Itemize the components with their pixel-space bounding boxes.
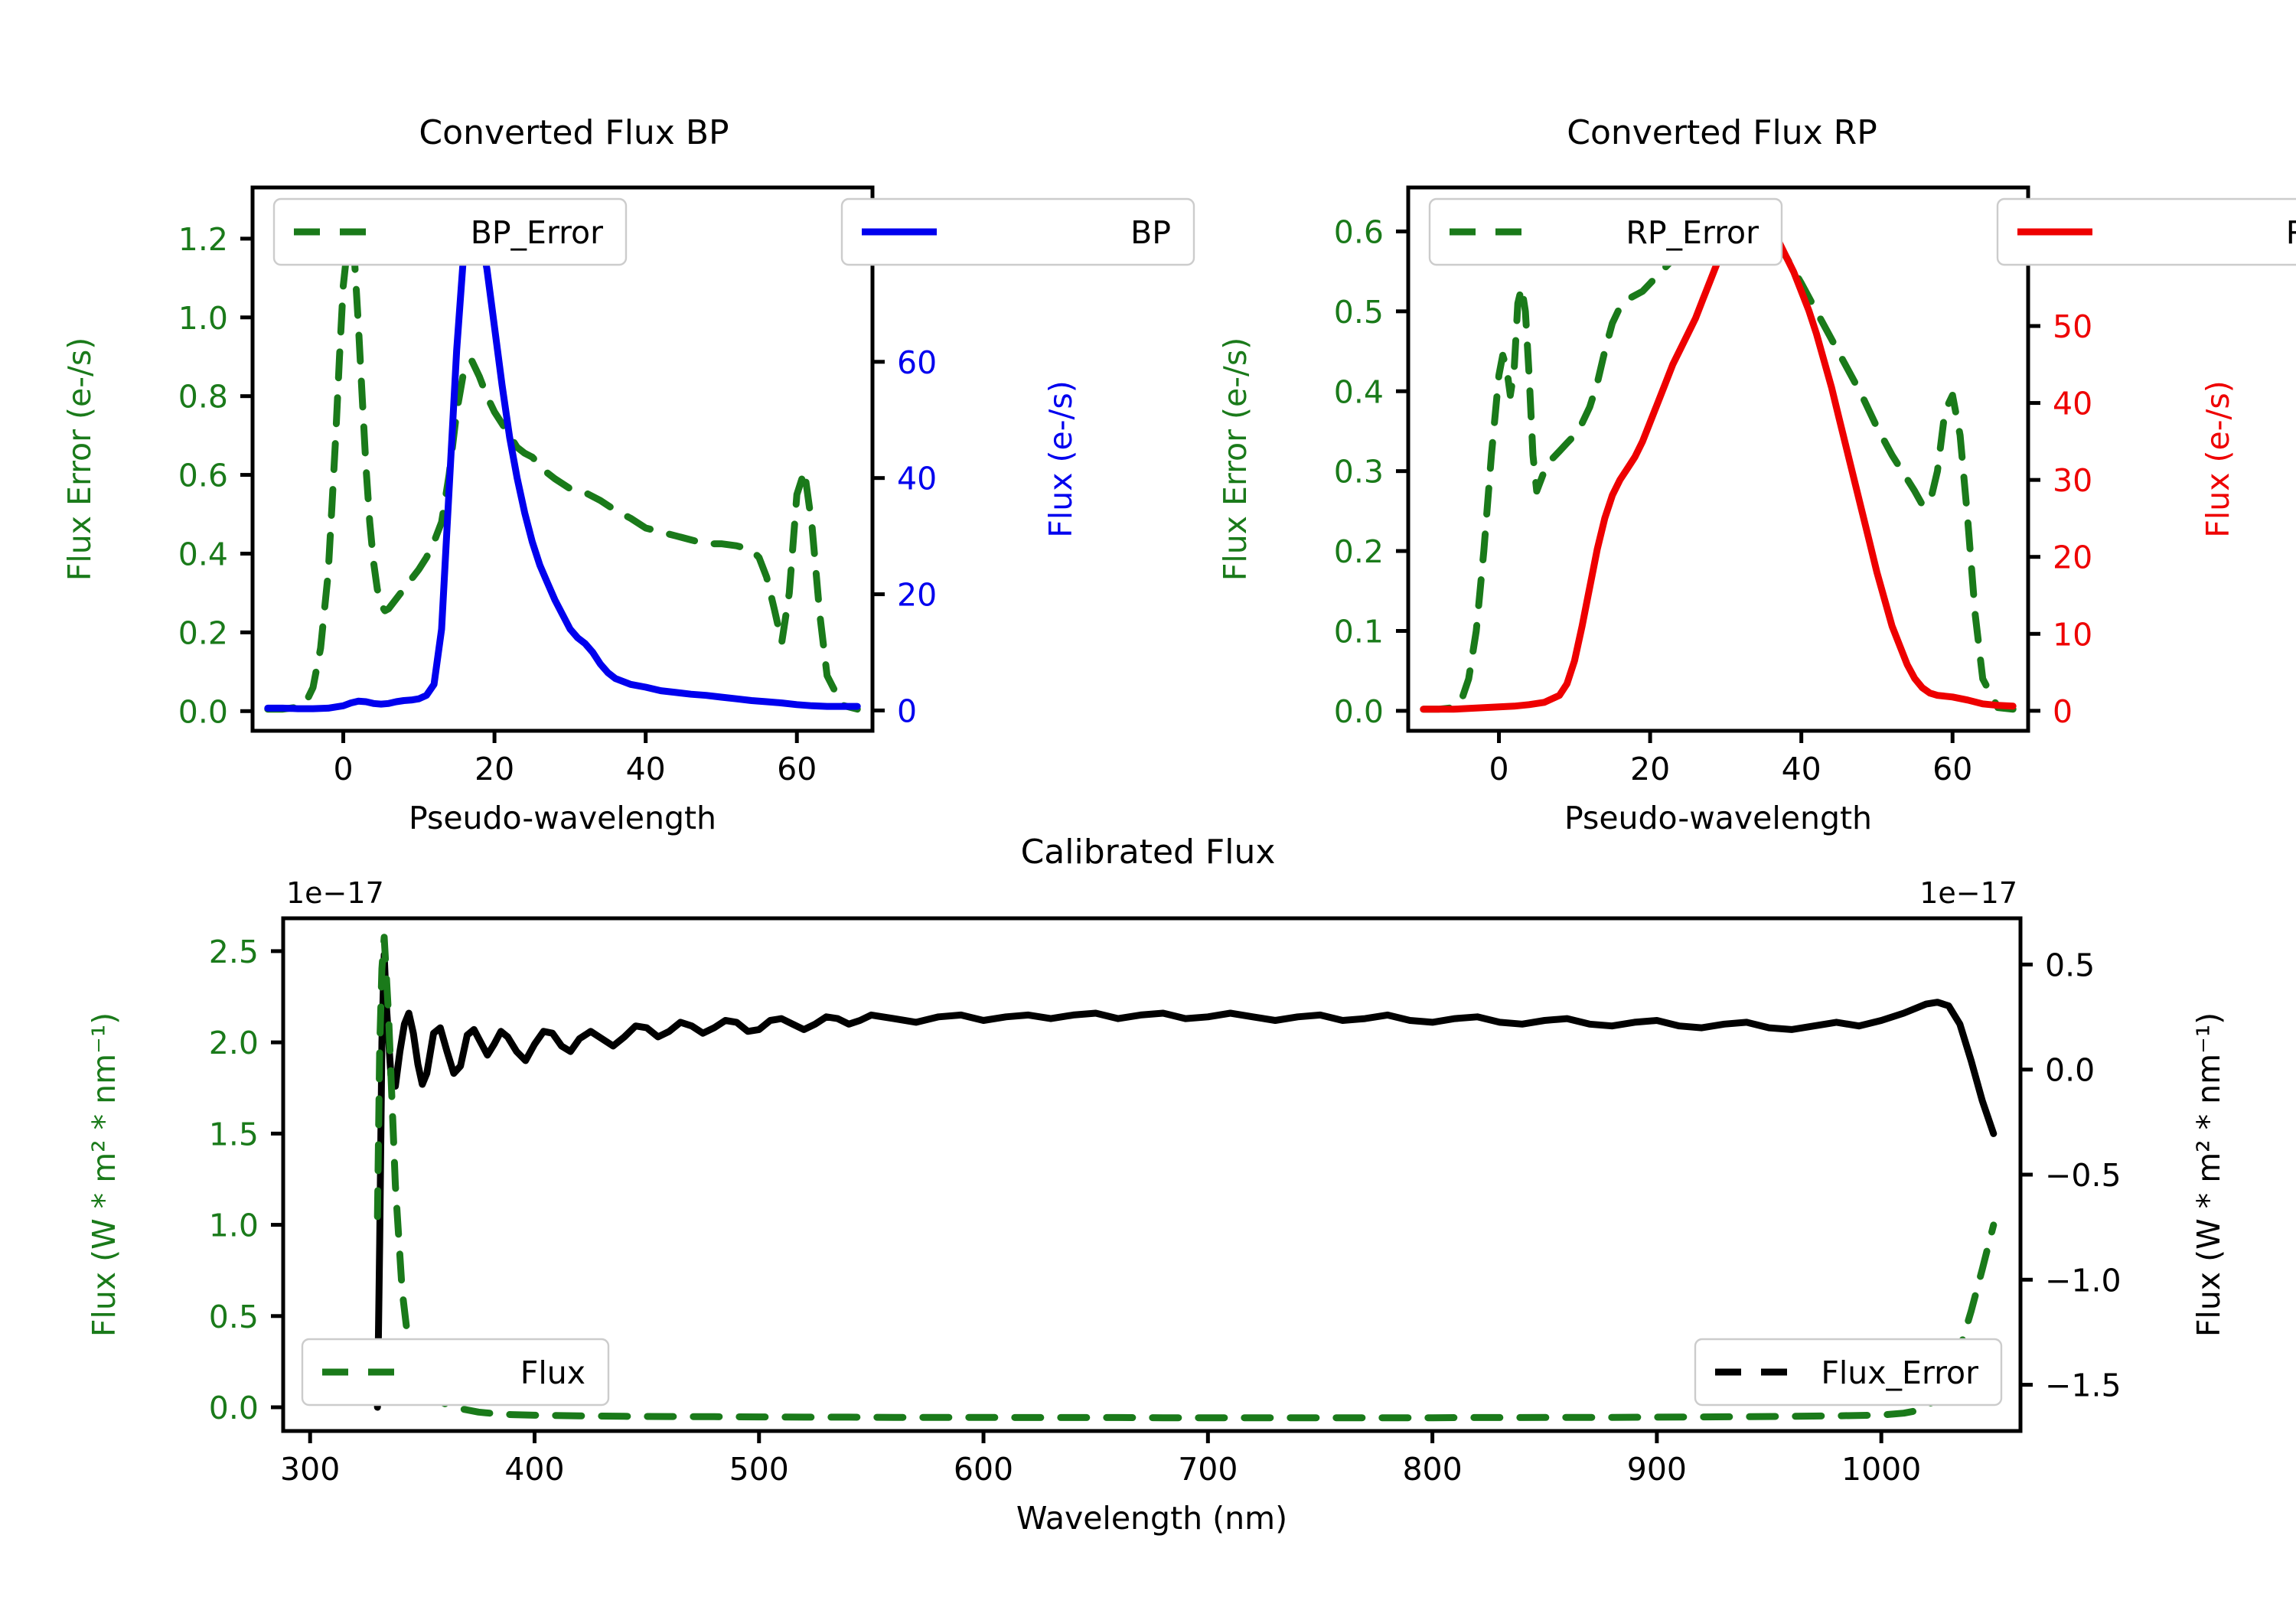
chart-converted-flux-rp: 0 20 40 60 Pseudo-wavelength 0.0 0.1 0.2 0.3 0.4 0… <box>1217 185 2296 836</box>
chart-converted-flux-bp: 0 20 40 60 Pseudo-wavelength 0.0 0.2 0.4 0.6 0.8 1… <box>61 185 1195 836</box>
x-tick-label: 600 <box>954 1451 1013 1488</box>
x-tick-label: 0 <box>1489 751 1508 787</box>
y-tick-label-left: 0.6 <box>1334 214 1384 250</box>
y-tick-label-left: 1.0 <box>209 1208 259 1244</box>
x-tick-label: 500 <box>729 1451 789 1488</box>
panel-title-calibrated: Calibrated Flux <box>1020 833 1276 872</box>
y-tick-label-right: −1.5 <box>2045 1367 2122 1404</box>
y-tick-label-right: 0.0 <box>2045 1052 2095 1089</box>
x-tick-label: 1000 <box>1841 1451 1921 1488</box>
x-tick-label: 40 <box>626 751 666 787</box>
y-offset-label-left: 1e−17 <box>286 876 384 910</box>
y-tick-label-left: 0.3 <box>1334 454 1384 491</box>
x-tick-label: 40 <box>1782 751 1821 787</box>
series-line-bp <box>264 213 861 712</box>
y-tick-label-right: 40 <box>2053 386 2092 422</box>
legend-right-box <box>1694 1338 2003 1407</box>
x-tick-label: 20 <box>1630 751 1670 787</box>
y-tick-label-right: 0.5 <box>2045 947 2095 983</box>
y-axis-label-left: Flux (W * m² * nm⁻¹) <box>86 1012 122 1337</box>
y-offset-label-right: 1e−17 <box>1919 876 2017 910</box>
panel-converted-flux-rp: Converted Flux RP 0 20 40 60 Pseudo-waveleng… <box>1148 92 2296 836</box>
x-tick-label: 900 <box>1627 1451 1687 1488</box>
legend-left-box <box>272 197 628 266</box>
x-tick-label: 800 <box>1402 1451 1462 1488</box>
panel-title-bp: Converted Flux BP <box>419 113 729 152</box>
x-axis-label: Wavelength (nm) <box>1016 1500 1287 1537</box>
panel-title-rp: Converted Flux RP <box>1567 113 1877 152</box>
y-tick-label-right: 60 <box>897 344 937 381</box>
panel-calibrated-flux: Calibrated Flux 300 400 500 600 700 800 900 100… <box>0 826 2296 1607</box>
x-tick-label: 300 <box>280 1451 340 1488</box>
y-axis-label-right: Flux (e-/s) <box>2200 380 2236 537</box>
x-tick-label: 400 <box>504 1451 564 1488</box>
y-tick-label-right: 0 <box>2053 693 2073 730</box>
legend-left[interactable]: RP_Error <box>1428 197 1783 266</box>
y-tick-label-left: 2.0 <box>209 1025 259 1061</box>
legend-right[interactable]: RP <box>1996 197 2296 266</box>
y-tick-label-right: 10 <box>2053 616 2092 653</box>
y-tick-label-left: 0.4 <box>178 536 228 572</box>
y-tick-label-right: 0 <box>897 693 917 729</box>
legend-left[interactable]: BP_Error <box>272 197 628 266</box>
y-tick-label-right: 50 <box>2053 308 2092 345</box>
legend-right[interactable]: BP <box>840 197 1195 266</box>
legend-right-label: Flux_Error <box>1821 1354 1978 1391</box>
legend-left-box <box>1428 197 1783 266</box>
y-tick-label-left: 0.5 <box>1334 294 1384 331</box>
y-tick-label-left: 0.0 <box>1334 693 1384 730</box>
y-tick-label-right: 20 <box>2053 539 2092 576</box>
legend-left-label: BP_Error <box>471 214 603 251</box>
plot-frame <box>1406 185 2030 733</box>
y-tick-label-left: 1.5 <box>209 1116 259 1152</box>
series-line-rp_error <box>1420 210 2017 713</box>
legend-left-label: RP_Error <box>1626 214 1759 251</box>
x-axis-label: Pseudo-wavelength <box>409 800 716 836</box>
y-tick-label-left: 1.2 <box>178 221 228 258</box>
y-tick-label-right: 40 <box>897 461 937 497</box>
panel-converted-flux-bp: Converted Flux BP 0 20 40 60 Pseudo-waveleng… <box>0 92 1195 836</box>
x-tick-label: 20 <box>475 751 514 787</box>
y-tick-label-left: 0.5 <box>209 1299 259 1335</box>
y-tick-label-left: 2.5 <box>209 934 259 970</box>
y-tick-label-left: 1.0 <box>178 300 228 337</box>
y-tick-label-right: −0.5 <box>2045 1157 2122 1194</box>
y-axis-label-left: Flux Error (e-/s) <box>61 337 98 581</box>
legend-left[interactable]: Flux <box>301 1338 610 1407</box>
y-tick-label-left: 0.8 <box>178 379 228 416</box>
legend-left-label: Flux <box>520 1354 585 1391</box>
legend-left-box <box>301 1338 610 1407</box>
series-line-flux <box>373 951 1998 1411</box>
chart-calibrated-flux: 300 400 500 600 700 800 900 1000 Wavelength (nm)… <box>86 876 2227 1537</box>
legend-right-box <box>840 197 1195 266</box>
y-tick-label-left: 0.4 <box>1334 373 1384 410</box>
plot-frame <box>250 185 875 733</box>
series-line-rp <box>1420 210 2017 713</box>
y-tick-label-left: 0.1 <box>1334 613 1384 650</box>
y-tick-label-left: 0.0 <box>178 693 228 730</box>
x-tick-label: 60 <box>777 751 817 787</box>
y-tick-label-left: 0.6 <box>178 458 228 494</box>
y-tick-label-left: 0.2 <box>178 614 228 651</box>
legend-right-label: RP <box>2286 214 2296 251</box>
y-axis-label-right: Flux (W * m² * nm⁻¹) <box>2190 1012 2227 1337</box>
legend-right-box <box>1996 197 2296 266</box>
y-tick-label-right: −1.0 <box>2045 1262 2122 1299</box>
y-tick-label-left: 0.2 <box>1334 533 1384 570</box>
y-tick-label-right: 20 <box>897 577 937 614</box>
series-line-bp_error <box>264 239 861 713</box>
x-tick-label: 60 <box>1932 751 1972 787</box>
y-axis-label-right: Flux (e-/s) <box>1042 380 1079 537</box>
x-axis-label: Pseudo-wavelength <box>1564 800 1872 836</box>
y-tick-label-left: 0.0 <box>209 1390 259 1426</box>
y-tick-label-right: 30 <box>2053 462 2092 499</box>
legend-right-label: BP <box>1130 214 1171 251</box>
legend-right[interactable]: Flux_Error <box>1694 1338 2003 1407</box>
y-axis-label-left: Flux Error (e-/s) <box>1217 337 1254 581</box>
x-tick-label: 0 <box>333 751 353 787</box>
x-tick-label: 700 <box>1178 1451 1238 1488</box>
